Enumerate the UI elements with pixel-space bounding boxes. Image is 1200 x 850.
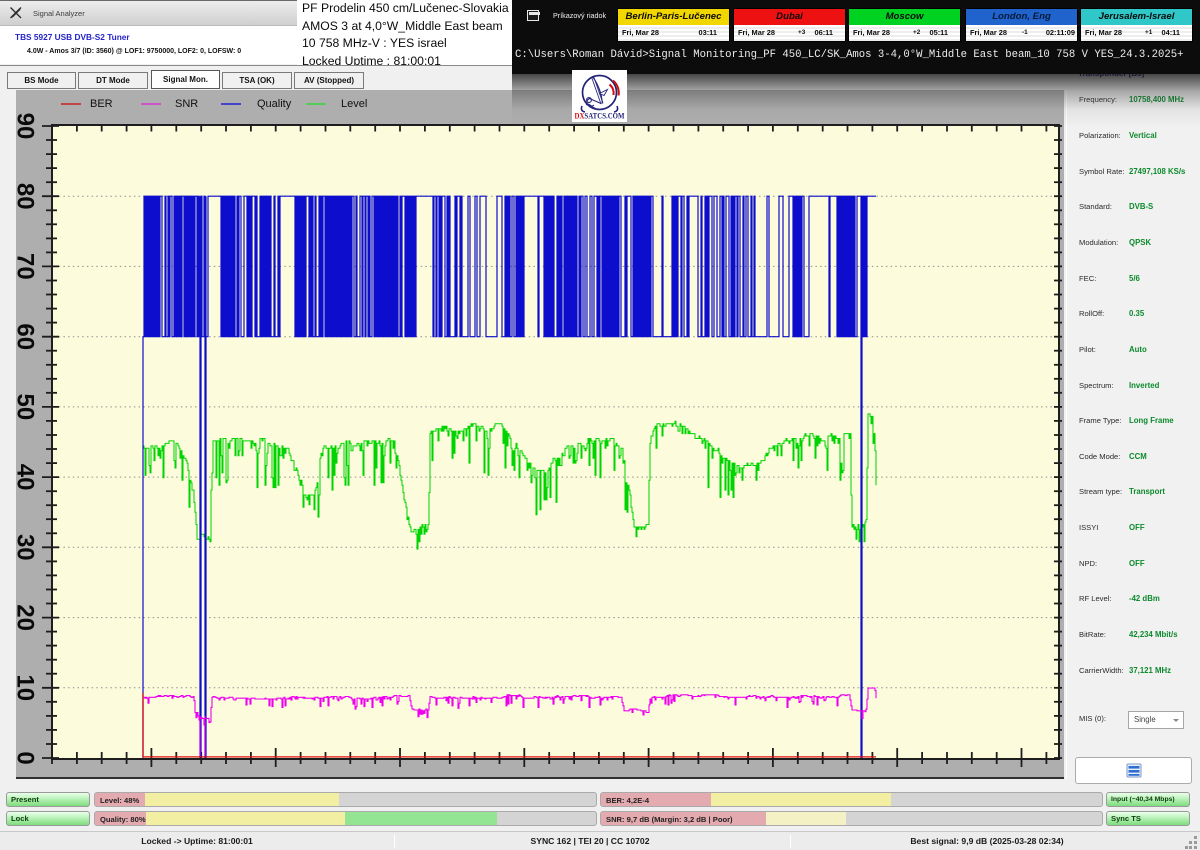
svg-text:90: 90 [16,113,39,140]
svg-text:60: 60 [16,323,39,350]
svg-text:70: 70 [16,253,39,280]
svg-text:80: 80 [16,183,39,210]
svg-text:DXSATCS.COM: DXSATCS.COM [575,112,625,121]
svg-text:0: 0 [16,751,39,764]
svg-text:10: 10 [16,674,39,701]
svg-text:30: 30 [16,534,39,561]
svg-text:50: 50 [16,394,39,421]
svg-text:40: 40 [16,464,39,491]
svg-text:20: 20 [16,604,39,631]
